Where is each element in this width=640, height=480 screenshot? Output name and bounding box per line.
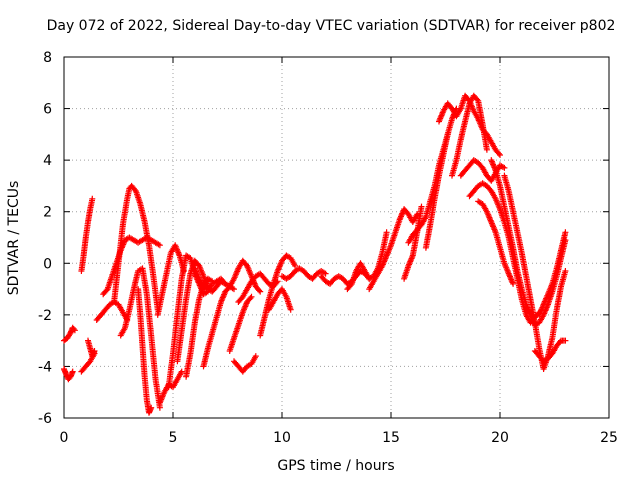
x-tick-label: 10 bbox=[273, 430, 291, 446]
data-series-arc-10 bbox=[135, 286, 155, 416]
data-point-markers bbox=[78, 195, 96, 274]
y-tick-label: 6 bbox=[43, 102, 52, 118]
x-tick-label: 0 bbox=[60, 430, 69, 446]
data-point-markers bbox=[279, 265, 329, 282]
data-point-markers bbox=[93, 299, 131, 323]
y-tick-label: -2 bbox=[38, 308, 52, 324]
data-point-markers bbox=[135, 286, 155, 416]
y-tick-label: 8 bbox=[43, 50, 52, 66]
data-points bbox=[61, 92, 569, 416]
data-series-arc-03 bbox=[78, 195, 96, 274]
x-tick-label: 15 bbox=[382, 430, 400, 446]
y-tick-label: 0 bbox=[43, 256, 52, 272]
data-point-markers bbox=[344, 229, 390, 293]
data-series-arc-14 bbox=[174, 257, 211, 365]
data-point-markers bbox=[257, 252, 299, 339]
data-series-arc-11 bbox=[156, 368, 185, 406]
data-series-arc-37 bbox=[531, 337, 569, 365]
data-series-arc-18 bbox=[226, 293, 255, 354]
data-series-arc-02 bbox=[61, 324, 78, 344]
data-point-markers bbox=[366, 206, 421, 293]
data-series-arc-01 bbox=[61, 366, 76, 383]
data-series-arc-15 bbox=[183, 275, 216, 380]
data-series-arc-31 bbox=[449, 92, 490, 179]
y-axis-label: SDTVAR / TECUs bbox=[6, 181, 22, 296]
data-series-arc-21 bbox=[257, 252, 299, 339]
data-series-arc-36 bbox=[501, 172, 569, 372]
data-point-markers bbox=[536, 229, 569, 318]
data-series-arc-27 bbox=[401, 203, 425, 282]
data-point-markers bbox=[265, 286, 294, 313]
x-tick-label: 20 bbox=[491, 430, 509, 446]
y-tick-label: -6 bbox=[38, 411, 52, 427]
data-series-arc-25 bbox=[344, 229, 390, 293]
data-point-markers bbox=[226, 293, 255, 354]
data-series-arc-23 bbox=[279, 265, 329, 282]
y-tick-label: 4 bbox=[43, 153, 52, 169]
x-axis-label: GPS time / hours bbox=[277, 458, 394, 474]
data-point-markers bbox=[501, 172, 569, 372]
x-tick-label: 5 bbox=[169, 430, 178, 446]
data-series-arc-09 bbox=[117, 265, 163, 411]
data-point-markers bbox=[156, 368, 185, 406]
data-point-markers bbox=[531, 337, 569, 365]
data-point-markers bbox=[475, 198, 517, 287]
data-series-arc-08 bbox=[111, 182, 161, 313]
data-series-arc-38 bbox=[536, 229, 569, 318]
chart-title: Day 072 of 2022, Sidereal Day-to-day VTE… bbox=[47, 18, 616, 34]
data-point-markers bbox=[111, 182, 161, 313]
data-point-markers bbox=[449, 92, 490, 179]
data-point-markers bbox=[117, 265, 163, 411]
grid bbox=[64, 57, 609, 418]
data-series-arc-17 bbox=[200, 283, 237, 370]
data-series-arc-29 bbox=[422, 131, 451, 251]
data-point-markers bbox=[154, 242, 187, 318]
data-series-arc-19 bbox=[231, 353, 259, 375]
data-point-markers bbox=[401, 203, 425, 282]
data-series-arc-06 bbox=[93, 299, 131, 323]
data-point-markers bbox=[174, 257, 211, 365]
data-series-arc-05 bbox=[85, 337, 98, 360]
data-point-markers bbox=[61, 324, 78, 344]
data-series-arc-22 bbox=[265, 286, 294, 313]
data-point-markers bbox=[422, 131, 451, 251]
data-point-markers bbox=[457, 157, 508, 184]
data-point-markers bbox=[183, 275, 216, 380]
data-series-arc-34 bbox=[475, 198, 517, 287]
data-series-arc-26 bbox=[366, 206, 421, 293]
data-series-arc-12 bbox=[154, 242, 187, 318]
y-tick-label: -4 bbox=[38, 359, 52, 375]
data-point-markers bbox=[61, 366, 76, 383]
plot-frame bbox=[63, 56, 610, 419]
data-point-markers bbox=[85, 337, 98, 360]
axis-ticks: 0 5 10 15 20 25 -6 -4 -2 0 2 4 6 8 bbox=[38, 50, 618, 446]
y-tick-label: 2 bbox=[43, 205, 52, 221]
data-point-markers bbox=[200, 283, 237, 370]
x-tick-label: 25 bbox=[600, 430, 618, 446]
data-series-arc-32 bbox=[457, 157, 508, 184]
data-point-markers bbox=[231, 353, 259, 375]
